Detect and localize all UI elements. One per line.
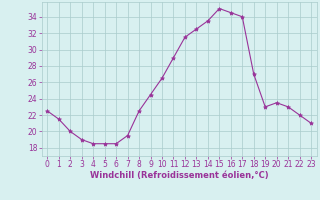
X-axis label: Windchill (Refroidissement éolien,°C): Windchill (Refroidissement éolien,°C) — [90, 171, 268, 180]
